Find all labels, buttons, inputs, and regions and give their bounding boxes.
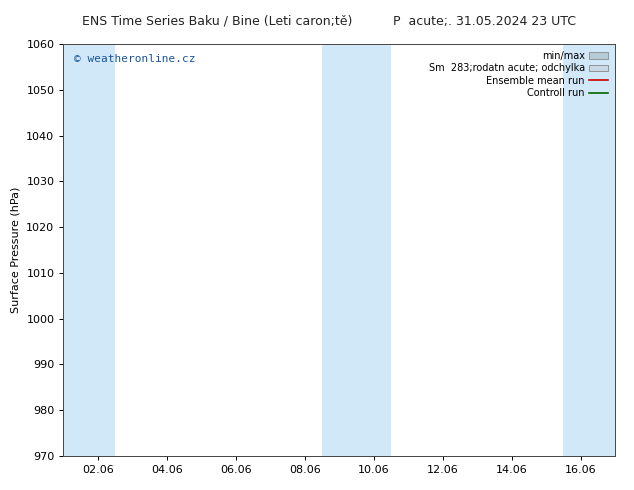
Y-axis label: Surface Pressure (hPa): Surface Pressure (hPa)	[11, 187, 21, 313]
Bar	[322, 44, 391, 456]
Text: ENS Time Series Baku / Bine (Leti caron;tě): ENS Time Series Baku / Bine (Leti caron;…	[82, 15, 353, 28]
Bar	[46, 44, 115, 456]
Text: P  acute;. 31.05.2024 23 UTC: P acute;. 31.05.2024 23 UTC	[393, 15, 576, 28]
Bar	[563, 44, 632, 456]
Legend: min/max, Sm  283;rodatn acute; odchylka, Ensemble mean run, Controll run: min/max, Sm 283;rodatn acute; odchylka, …	[427, 49, 610, 100]
Text: © weatheronline.cz: © weatheronline.cz	[74, 54, 196, 64]
